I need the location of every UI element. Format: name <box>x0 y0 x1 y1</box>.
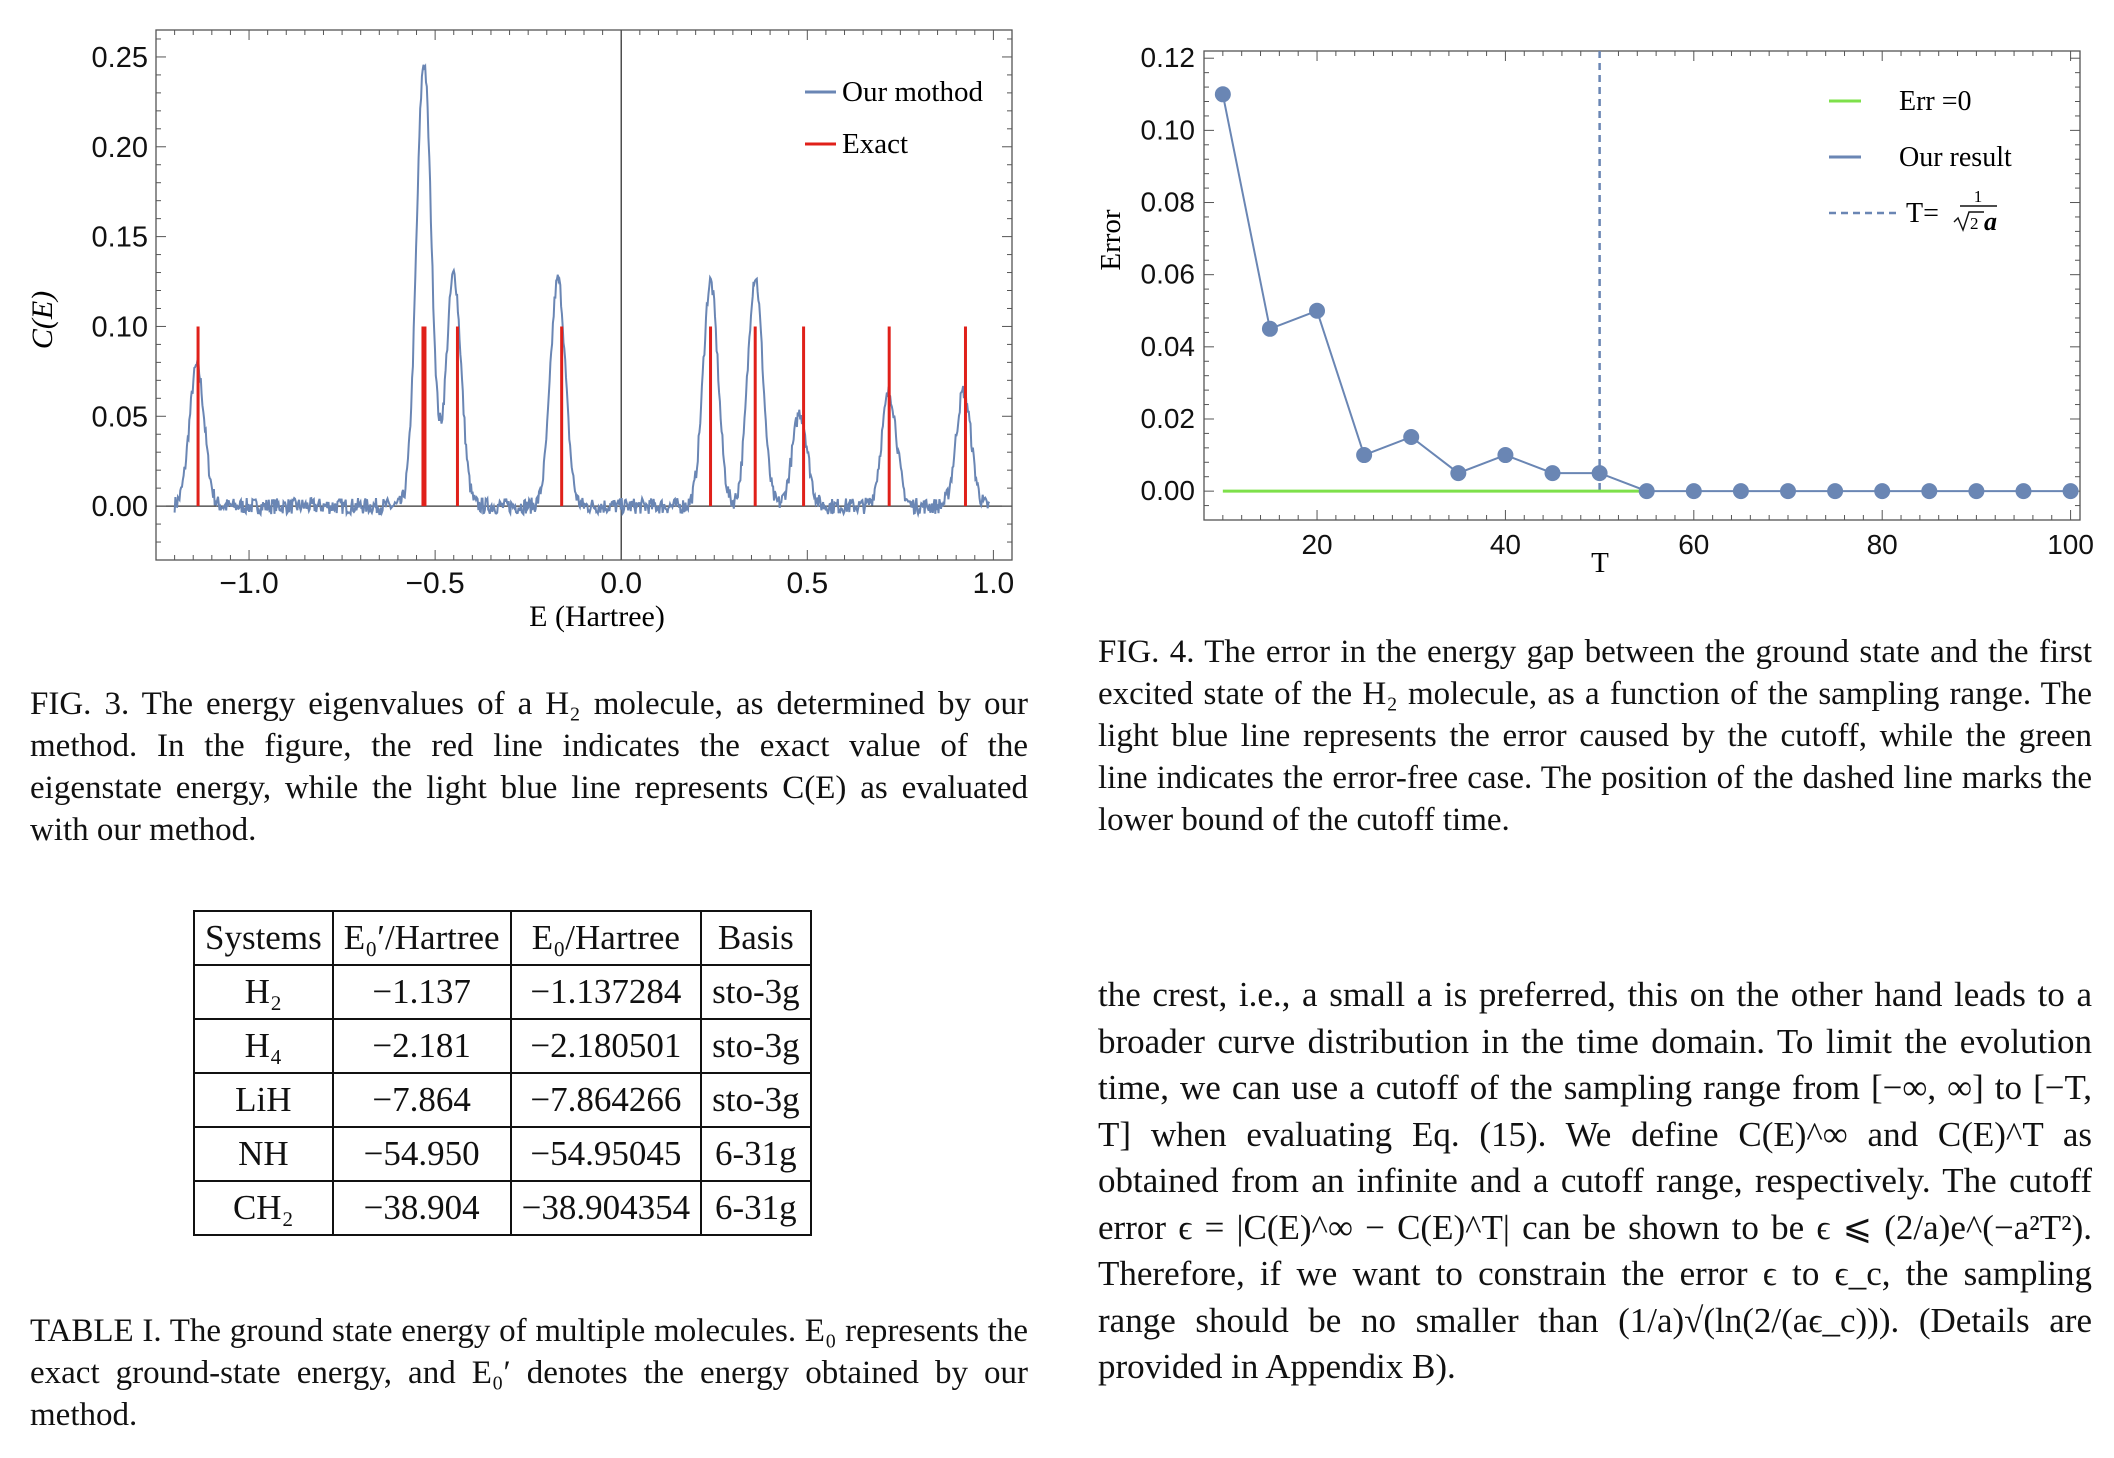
table-cell: −2.181 <box>331 1018 512 1074</box>
fig4-data-point <box>1403 429 1420 446</box>
fig3-x-tick-label: −0.5 <box>406 567 465 600</box>
table-header: E₀/Hartree <box>509 910 703 966</box>
fig4-chart: 20 40 60 80 1000.000.020.040.060.080.100.12 … <box>1095 42 2094 579</box>
table-cell: −38.904 <box>331 1180 512 1236</box>
table-row: H₂ −1.137 −1.137284 sto-3g <box>193 964 812 1020</box>
table-cell: sto-3g <box>700 1072 812 1128</box>
fig4-x-tick-label: 20 <box>1301 529 1332 560</box>
fig4-x-tick-label: 40 <box>1490 529 1521 560</box>
fig4-data-point <box>2015 483 2032 500</box>
fig4-data-point <box>1780 483 1796 500</box>
fig4-data-point <box>1921 483 1938 500</box>
legend-T-label: T= 1 2 a <box>1906 187 1997 236</box>
fig3-y-tick-label: 0.05 <box>92 401 148 433</box>
fig4-xlabel: T <box>1591 547 1609 579</box>
table-row: H₄ −2.181 −2.180501 sto-3g <box>193 1018 812 1074</box>
legend-method-label: Our mothod <box>842 76 983 108</box>
fig4-y-tick-label: 0.10 <box>1141 114 1196 145</box>
table-cell: −54.95045 <box>509 1126 703 1182</box>
fig4-y-tick-label: 0.00 <box>1141 475 1196 506</box>
fig4-data-point <box>1591 465 1608 482</box>
fig4-data-point <box>1309 302 1326 319</box>
fig4-data-point <box>1544 465 1561 482</box>
table-i: Systems E₀′/Hartree E₀/Hartree Basis H₂ … <box>193 910 812 1236</box>
table-cell: 6-31g <box>700 1180 812 1236</box>
legend-result-label: Our result <box>1899 142 2012 173</box>
fig4-data-point <box>1732 483 1749 500</box>
legend-exact-label: Exact <box>842 128 908 160</box>
fig3-chart: −1.0 −0.5 0.0 0.5 1.0 0.00 0.05 0.10 0.15 0.20 0.2… <box>26 29 1015 633</box>
body-paragraph: the crest, i.e., a small a is preferred,… <box>1098 975 2092 1386</box>
table-cell: −38.904354 <box>509 1180 703 1236</box>
fig4-plot-frame <box>1203 50 2081 521</box>
fig4-caption: FIG. 4. The error in the energy gap betw… <box>1098 634 2092 838</box>
table-cell: −1.137 <box>331 964 512 1020</box>
table-row: LiH −7.864 −7.864266 sto-3g <box>193 1072 812 1128</box>
table-header: E₀′/Hartree <box>331 910 512 966</box>
fig4-y-tick-label: 0.02 <box>1141 403 1196 434</box>
table-header: Basis <box>700 910 812 966</box>
table-cell: sto-3g <box>700 1018 812 1074</box>
fig4-data-point <box>1638 483 1655 500</box>
svg-text:a: a <box>1984 207 1997 236</box>
fig4-y-tick-label: 0.06 <box>1141 259 1196 290</box>
fig4-data-point <box>1827 483 1844 500</box>
fig4-y-tick-label: 0.12 <box>1141 42 1196 73</box>
fig3-y-tick-label: 0.20 <box>92 132 148 164</box>
svg-text:T=: T= <box>1906 198 1939 229</box>
fig3-y-tick-label: 0.15 <box>92 222 148 254</box>
table-i-caption: TABLE I. The ground state energy of mult… <box>30 1313 1028 1433</box>
fig3-y-tick-label: 0.00 <box>92 491 148 523</box>
fig4-data-point <box>1968 483 1985 500</box>
fig4-data-point <box>1497 447 1514 464</box>
svg-text:1: 1 <box>1974 187 1983 206</box>
svg-text:2: 2 <box>1970 214 1979 233</box>
fig4-data-point <box>1874 483 1891 500</box>
table-cell: LiH <box>193 1072 334 1128</box>
fig4-data-point <box>2062 483 2079 500</box>
fig4-ylabel: Error <box>1095 209 1127 271</box>
fig4-y-tick-label: 0.04 <box>1141 331 1196 362</box>
fig4-data-point <box>1214 86 1231 103</box>
fig4-x-tick-label: 60 <box>1678 529 1709 560</box>
table-cell: H₂ <box>193 964 334 1020</box>
fig3-xlabel: E (Hartree) <box>529 600 665 633</box>
legend-err0-label: Err =0 <box>1899 86 1972 117</box>
table-header-row: Systems E₀′/Hartree E₀/Hartree Basis <box>193 910 812 966</box>
table-cell: NH <box>193 1126 334 1182</box>
table-row: CH₂ −38.904 −38.904354 6-31g <box>193 1180 812 1236</box>
fig4-x-tick-label: 100 <box>2047 529 2094 560</box>
fig3-caption: FIG. 3. The energy eigenvalues of a H₂ m… <box>30 686 1028 848</box>
fig3-series-our-method-line <box>173 63 991 518</box>
fig3-plot-frame <box>155 29 1013 561</box>
fig3-x-tick-label: −1.0 <box>219 567 278 600</box>
table-cell: H₄ <box>193 1018 334 1074</box>
fig4-data-point <box>1356 447 1373 464</box>
fig4-y-tick-label: 0.08 <box>1141 187 1196 218</box>
fig4-data-point <box>1450 465 1467 482</box>
fig4-x-tick-label: 80 <box>1867 529 1898 560</box>
table-cell: sto-3g <box>700 964 812 1020</box>
table-header: Systems <box>193 910 334 966</box>
fig3-x-tick-label: 0.0 <box>600 567 642 600</box>
table-row: NH −54.950 −54.95045 6-31g <box>193 1126 812 1182</box>
fig3-y-tick-label: 0.25 <box>92 42 148 74</box>
table-cell: −54.950 <box>331 1126 512 1182</box>
fig3-x-tick-label: 0.5 <box>786 567 828 600</box>
table-cell: −2.180501 <box>509 1018 703 1074</box>
fig4-data-point <box>1261 320 1278 337</box>
table-cell: −7.864 <box>331 1072 512 1128</box>
fig3-y-tick-label: 0.10 <box>92 311 148 343</box>
table-cell: −1.137284 <box>509 964 703 1020</box>
table-cell: −7.864266 <box>509 1072 703 1128</box>
fig3-x-tick-label: 1.0 <box>973 567 1015 600</box>
fig3-ylabel: C(E) <box>26 291 59 349</box>
table-cell: CH₂ <box>193 1180 334 1236</box>
fig4-data-point <box>1685 483 1702 500</box>
table-cell: 6-31g <box>700 1126 812 1182</box>
